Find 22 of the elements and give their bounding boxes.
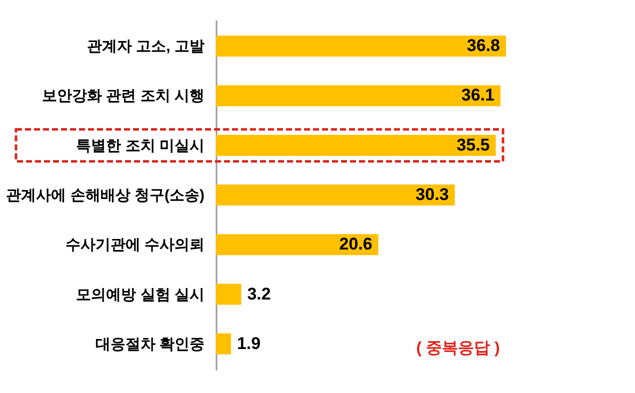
bar	[216, 36, 506, 57]
y-tick-label: 관계자 고소, 고발	[86, 38, 204, 56]
y-tick-label: 관계사에 손해배상 청구(소송)	[6, 187, 204, 204]
y-tick-label: 모의예방 실험 실시	[76, 286, 204, 304]
y-tick-label: 대응절차 확인중	[95, 336, 204, 353]
data-label: 36.1	[461, 86, 494, 105]
bar	[216, 333, 231, 354]
data-label: 3.2	[247, 284, 271, 304]
annotation: ( 중복응답 )	[416, 340, 500, 357]
data-label: 30.3	[416, 185, 449, 204]
bar	[216, 85, 500, 106]
data-label: 1.9	[236, 334, 261, 353]
data-label: 36.8	[466, 36, 500, 56]
bar	[216, 134, 496, 156]
bar	[216, 234, 378, 256]
data-label: 20.6	[339, 234, 372, 254]
y-tick-label: 특별한 조치 미실시	[76, 137, 204, 154]
y-tick-label: 보안강화 관련 조치 시행	[42, 88, 204, 105]
data-label: 35.5	[456, 135, 490, 154]
bar	[216, 284, 242, 305]
y-tick-label: 수사기관에 수사의뢰	[65, 236, 204, 254]
bar	[216, 184, 455, 206]
